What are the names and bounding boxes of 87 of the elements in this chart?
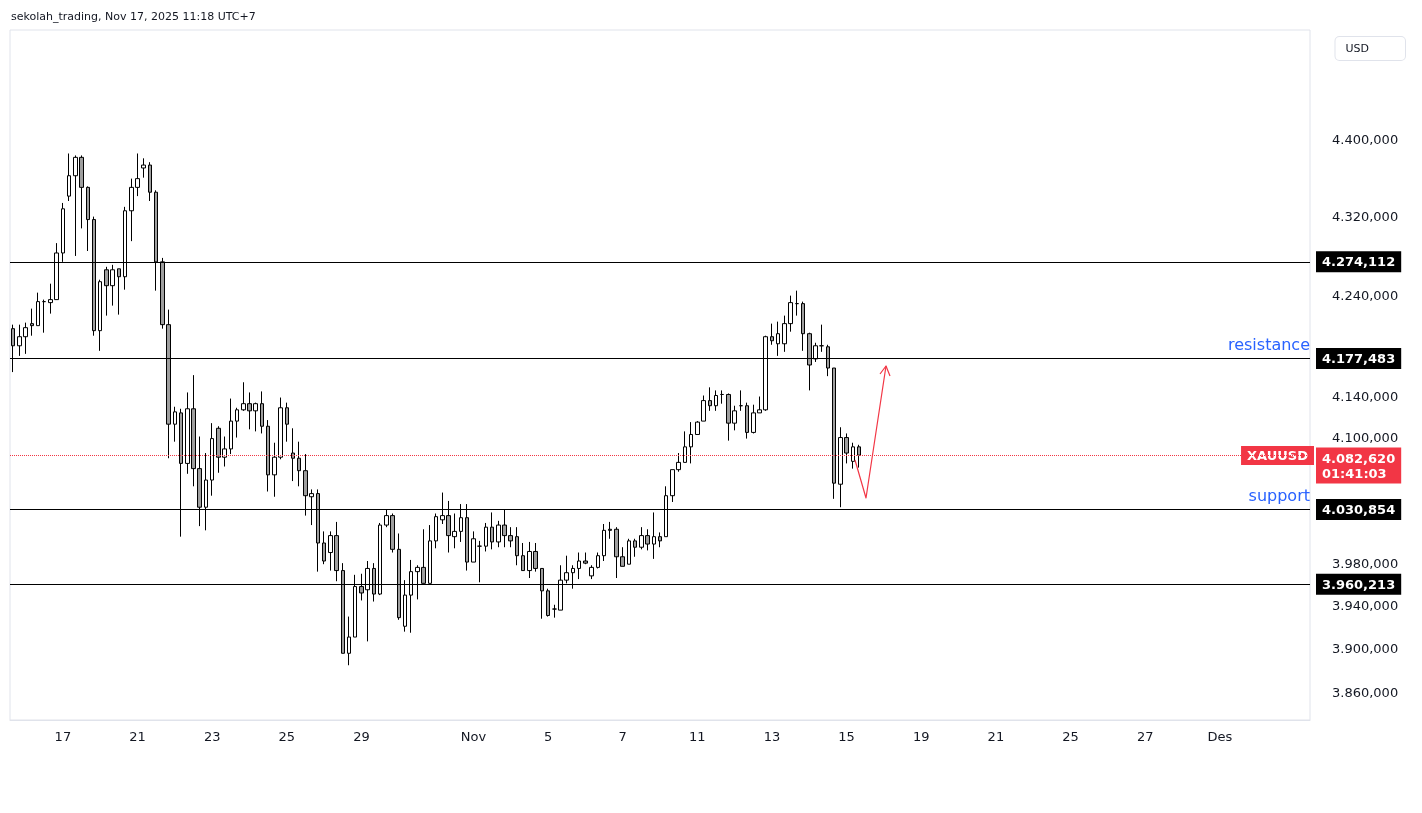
candlestick [832,367,836,500]
candlestick [546,588,550,618]
candlestick [739,389,743,412]
candlestick [117,268,121,316]
candlestick [471,530,476,563]
candlestick [683,430,687,463]
x-tick-label: Des [1207,729,1233,744]
candlestick [608,521,612,540]
x-tick-label: 21 [129,729,146,744]
y-tick-label: 4.140,000 [1332,389,1399,405]
y-tick-label: 4.100,000 [1332,430,1399,446]
y-tick-label: 3.900,000 [1332,641,1399,657]
candlestick [235,407,239,439]
candlestick [633,538,637,558]
candlestick [627,538,631,565]
annotation: support [1248,485,1310,505]
candlestick [141,157,146,179]
y-tick-label: 4.240,000 [1332,288,1399,304]
candlestick [770,323,774,346]
candlestick [434,513,438,549]
candlestick [347,616,351,666]
candlestick [490,511,494,550]
candlestick [658,531,662,548]
x-tick-label: 17 [54,729,72,744]
candlestick [583,552,588,565]
chart-title: sekolah_trading, Nov 17, 2025 11:18 UTC+7 [11,10,256,23]
candlestick [714,389,718,412]
x-tick-label: 27 [1136,729,1154,744]
candlestick [260,390,264,434]
ref-line-label: 4.030,854 [1322,501,1396,517]
candlestick [98,279,102,352]
x-tick-label: 11 [689,729,706,744]
candlestick [229,398,233,455]
y-tick-label: 4.400,000 [1332,131,1399,147]
candlestick [297,441,301,487]
candlestick [795,290,799,317]
candlestick [173,406,177,443]
candlestick [589,564,594,580]
candlestick [720,389,724,405]
candlestick [745,402,749,440]
ref-line-label: 4.274,112 [1322,254,1396,270]
x-tick-label: 5 [543,729,553,744]
candlestick [602,523,606,562]
candlestick [210,422,214,497]
candlestick [515,526,519,566]
candlestick [521,542,525,572]
x-tick-label: 15 [838,729,855,744]
candlestick [851,442,855,470]
candlestick [819,324,824,353]
candlestick [776,321,780,357]
ref-line-label: 4.177,483 [1322,350,1396,366]
y-tick-label: 4.320,000 [1332,209,1399,225]
candlestick [266,419,270,493]
x-tick-label: 13 [763,729,781,744]
candlestick [67,152,71,202]
x-tick-label: 19 [912,729,930,744]
candlestick [36,292,40,327]
candlestick [285,402,289,443]
ref-line-label: 3.960,213 [1322,576,1396,592]
candlestick [596,552,600,569]
candlestick [577,552,581,580]
candlestick [857,444,861,469]
candlestick [30,308,34,337]
text: USD [1345,42,1370,55]
x-tick-label: 29 [353,729,370,744]
candlestick [689,421,693,464]
candlestick [148,161,152,202]
candlestick [484,522,488,552]
candlestick [708,386,712,412]
x-tick-label: 25 [1062,729,1079,744]
x-tick-label: 21 [987,729,1005,744]
x-tick-label: 23 [203,729,221,744]
candlestick [322,530,326,565]
candlestick [652,511,656,560]
candlestick [86,185,90,252]
annotation: resistance [1227,334,1310,354]
y-tick-label: 3.860,000 [1332,685,1399,701]
x-tick-label: Nov [460,729,487,744]
candlestick [801,301,805,352]
y-tick-label: 3.940,000 [1332,598,1399,614]
candlestick [291,427,295,482]
x-tick-label: 25 [278,729,296,744]
x-tick-label: 7 [618,729,627,744]
candlestick [477,540,482,583]
y-tick-label: 3.980,000 [1332,555,1399,571]
ref-line-label: 4.082,620 01:41:03 [1322,450,1396,481]
candlestick [42,299,46,334]
